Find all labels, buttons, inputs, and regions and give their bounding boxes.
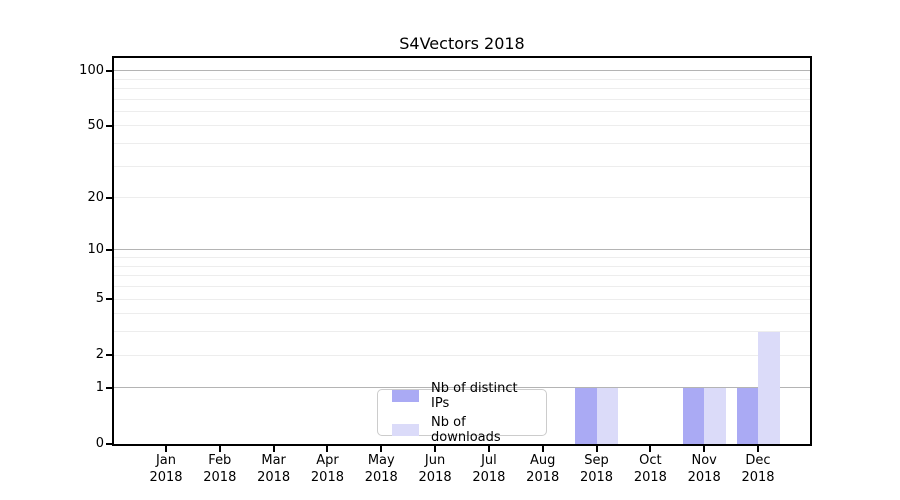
x-tick-month: Aug [530, 453, 556, 468]
gridline-minor [114, 275, 810, 277]
gridline-minor [114, 87, 810, 89]
x-tick-label: Dec 2018 [726, 452, 790, 486]
x-tick-year: 2018 [257, 470, 291, 485]
x-tick-month: Jan [155, 453, 177, 468]
y-tick-label: 2 [95, 347, 104, 363]
y-tick-label: 50 [87, 117, 104, 133]
gridline-minor [114, 298, 810, 300]
legend-item-distinct-ips: Nb of distinct IPs [386, 381, 538, 411]
gridline-minor [114, 354, 810, 356]
x-tick-month: Oct [639, 453, 662, 468]
legend-label-distinct-ips: Nb of distinct IPs [431, 380, 518, 411]
x-tick-label: Jun 2018 [403, 452, 467, 486]
x-tick-year: 2018 [472, 470, 506, 485]
x-tick-label: Jan 2018 [134, 452, 198, 486]
x-tick-month: Jul [481, 453, 497, 468]
gridline-minor [114, 125, 810, 127]
x-tick-year: 2018 [364, 470, 398, 485]
gridline-minor [114, 197, 810, 199]
y-tick [106, 354, 112, 357]
x-tick-label: Aug 2018 [511, 452, 575, 486]
gridline-minor [114, 143, 810, 145]
gridline-major [114, 70, 810, 72]
y-tick [106, 386, 112, 389]
x-tick [165, 446, 167, 452]
x-tick [380, 446, 383, 452]
plot-area [112, 56, 812, 446]
x-tick-label: Nov 2018 [672, 452, 736, 486]
y-tick-label: 20 [87, 189, 104, 205]
x-tick-year: 2018 [741, 470, 775, 485]
x-tick-year: 2018 [203, 470, 237, 485]
x-tick-year: 2018 [149, 470, 183, 485]
chart-title: S4Vectors 2018 [399, 34, 525, 53]
y-tick-label: 5 [95, 291, 104, 307]
gridline-minor [114, 110, 810, 112]
x-tick [703, 446, 706, 452]
legend: Nb of distinct IPs Nb of downloads [377, 381, 547, 445]
y-tick [106, 196, 112, 199]
y-tick [106, 248, 112, 251]
gridline-major [114, 387, 810, 389]
x-tick-month: Nov [691, 453, 717, 468]
x-tick [649, 446, 652, 452]
bar-distinct-ips [736, 387, 758, 444]
x-tick-month: Jun [424, 453, 446, 468]
legend-label-downloads: Nb of downloads [431, 414, 501, 445]
x-tick [487, 446, 490, 452]
x-tick-year: 2018 [579, 470, 614, 485]
gridline-minor [114, 331, 810, 333]
x-tick-label: Feb 2018 [188, 452, 252, 486]
bar-downloads [758, 331, 780, 444]
y-tick-label: 10 [87, 241, 104, 257]
bar-distinct-ips [575, 387, 597, 444]
x-tick-month: Feb [208, 453, 232, 468]
x-tick-label: Sep 2018 [565, 452, 629, 486]
x-tick [757, 446, 759, 452]
bar-downloads [704, 387, 726, 444]
x-tick-year: 2018 [526, 470, 560, 485]
x-tick [541, 446, 544, 452]
x-tick [326, 446, 329, 452]
y-tick-label: 0 [95, 436, 104, 451]
y-tick [106, 298, 112, 301]
legend-item-downloads: Nb of downloads [386, 415, 538, 445]
x-tick-year: 2018 [418, 470, 452, 485]
x-tick [272, 446, 275, 452]
x-tick-year: 2018 [687, 470, 721, 485]
x-tick-month: Mar [261, 453, 286, 468]
y-tick-label: 100 [79, 62, 104, 78]
x-tick [434, 446, 437, 452]
gridline-minor [114, 286, 810, 288]
y-tick-label: 1 [95, 379, 104, 395]
x-tick-month: Apr [316, 453, 339, 468]
x-tick-month: May [367, 453, 395, 468]
gridline-minor [114, 98, 810, 100]
y-tick [106, 124, 112, 127]
bar-downloads [596, 387, 619, 444]
gridline-minor [114, 313, 810, 315]
x-tick [595, 446, 598, 452]
distinct-ips-swatch-icon [392, 389, 419, 402]
y-tick [106, 443, 112, 445]
x-tick-label: Apr 2018 [295, 452, 359, 486]
x-tick-label: May 2018 [349, 452, 413, 486]
gridline-minor [114, 165, 810, 167]
x-tick-year: 2018 [310, 470, 344, 485]
bar-distinct-ips [682, 387, 705, 444]
x-tick-month: Dec [745, 453, 771, 468]
x-tick-year: 2018 [633, 470, 667, 485]
gridline-minor [114, 257, 810, 259]
x-tick [218, 446, 221, 452]
gridline-major [114, 249, 810, 251]
x-tick-label: Mar 2018 [242, 452, 306, 486]
x-tick-label: Oct 2018 [618, 452, 682, 486]
y-tick [106, 69, 112, 72]
downloads-swatch-icon [392, 423, 419, 436]
gridline-minor [114, 78, 810, 80]
gridline-minor [114, 265, 810, 267]
x-tick-label: Jul 2018 [457, 452, 521, 486]
x-tick-month: Sep [584, 453, 609, 468]
